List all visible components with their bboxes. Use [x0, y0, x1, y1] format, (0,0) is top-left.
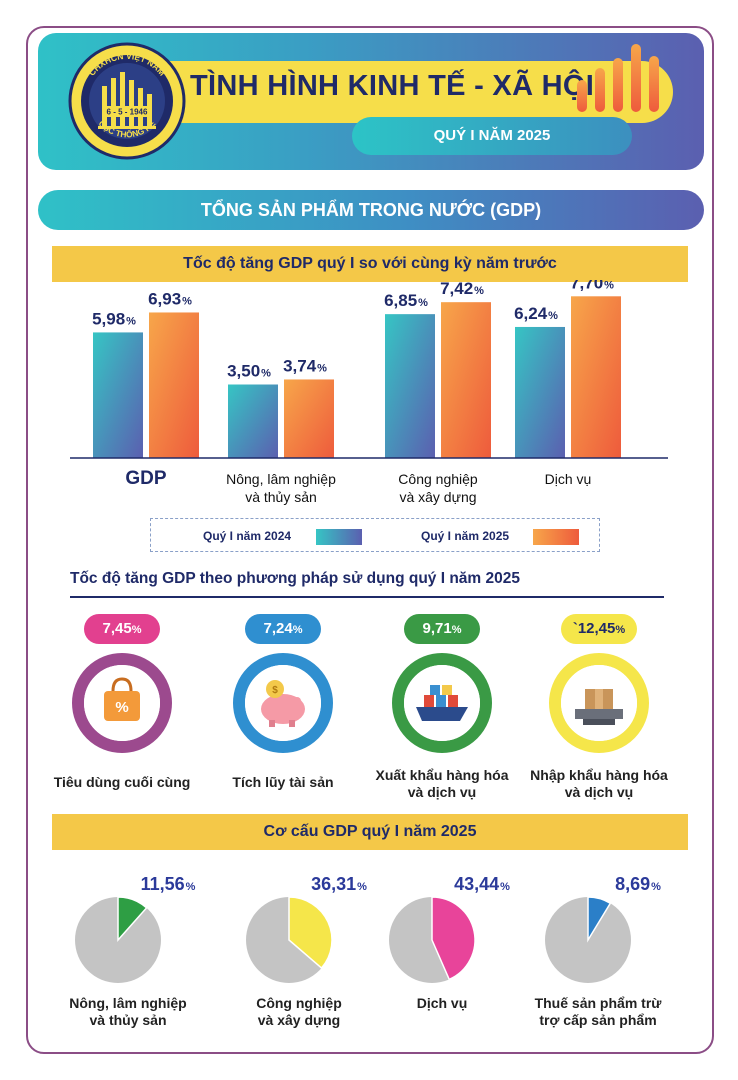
statistics-office-logo: CHXHCN VIỆT NAM CỤC THỐNG KÊ 6 - 5 - 194… [68, 42, 186, 160]
bar-value-label: 6,93% [148, 289, 192, 308]
bar-2024-0 [93, 332, 143, 458]
category-label: GDP [125, 468, 167, 489]
svg-text:%: % [115, 699, 128, 716]
utilization-unit: % [451, 624, 462, 636]
legend-swatch-2024 [316, 529, 362, 545]
pie-category-label: Nông, lâm nghiệp [69, 995, 186, 1011]
utilization-ring [549, 653, 649, 753]
shopping-bag-icon: % [104, 677, 140, 721]
pie-value-label: 36,31% [311, 874, 367, 894]
page-title: TÌNH HÌNH KINH TẾ - XÃ HỘI [190, 70, 595, 102]
utilization-unit: % [615, 624, 626, 636]
bar-2025-2 [441, 302, 491, 458]
utilization-value: 7,24 [263, 620, 293, 637]
scale-box-icon [575, 689, 623, 725]
bar-2025-1 [284, 379, 334, 458]
pie-slice [587, 896, 612, 943]
bar-value-label: 3,74% [283, 356, 327, 375]
logo-date: 6 - 5 - 1946 [107, 108, 148, 117]
piggy-bank-icon: $ [261, 680, 305, 727]
bar-2025-0 [149, 312, 199, 458]
chart-legend: Quý I năm 2024 Quý I năm 2025 [150, 518, 600, 552]
bar-chart-icon [577, 44, 659, 112]
legend-label-2024: Quý I năm 2024 [203, 529, 292, 543]
category-label: và thủy sản [245, 489, 317, 505]
pie-category-label: và xây dựng [258, 1012, 341, 1028]
category-label: Công nghiệp [398, 471, 478, 487]
utilization-value: 7,45 [102, 620, 132, 637]
utilization-label: Tiêu dùng cuối cùng [53, 774, 191, 790]
pie-category-label: Thuế sản phẩm trừ [535, 995, 663, 1011]
category-label: Nông, lâm nghiệp [226, 471, 336, 487]
legend-label-2025: Quý I năm 2025 [421, 529, 510, 543]
bar-value-label: 6,85% [384, 291, 428, 310]
utilization-unit: % [292, 624, 303, 636]
bar-2025-3 [571, 296, 621, 458]
category-label: Dịch vụ [545, 471, 592, 487]
bar-value-label: 3,50% [227, 362, 271, 381]
bar-value-label: 6,24% [514, 304, 558, 323]
pie-slice [431, 896, 476, 981]
utilization-title: Tốc độ tăng GDP theo phương pháp sử dụng… [70, 570, 520, 587]
utilization-value: 9,71 [422, 620, 452, 637]
section-title: TỔNG SẢN PHẨM TRONG NƯỚC (GDP) [38, 190, 704, 230]
utilization-value-badge: 7,45% [84, 614, 160, 644]
legend-swatch-2025 [533, 529, 579, 545]
pie-value-label: 11,56% [141, 874, 196, 894]
svg-text:$: $ [272, 685, 278, 696]
structure-chart-title: Cơ cấu GDP quý I năm 2025 [52, 814, 688, 850]
cargo-ship-icon [416, 685, 468, 721]
utilization-label: Xuất khẩu hàng hóa và dịch vụ [375, 767, 509, 800]
bar-value-label: 5,98% [92, 309, 136, 328]
pie-category-label: Dịch vụ [417, 995, 468, 1011]
bar-value-label: 7,70% [570, 280, 614, 292]
gdp-growth-bar-chart: 5,98% 6,93% 3,50% 3,74% 6,85% 7,42% 6,24% 7,70%… [70, 280, 668, 505]
pie-value-label: 8,69% [615, 874, 661, 894]
utilization-label: Tích lũy tài sản [232, 774, 334, 790]
category-label: và xây dựng [399, 489, 476, 505]
utilization-ring: $ [233, 653, 333, 753]
bar-2024-2 [385, 314, 435, 458]
bar-2024-3 [515, 326, 565, 458]
pie-slice [288, 896, 333, 970]
utilization-unit: % [131, 624, 142, 636]
utilization-value-badge: 7,24% [245, 614, 321, 644]
pie-value-label: 43,44% [454, 874, 510, 894]
utilization-value-badge: 9,71% [404, 614, 480, 644]
pie-slice [117, 896, 148, 942]
pie-category-label: trợ cấp sản phẩm [539, 1012, 656, 1028]
page-subtitle: QUÝ I NĂM 2025 [352, 117, 632, 155]
utilization-divider [70, 596, 664, 598]
bar-value-label: 7,42% [440, 280, 484, 298]
bar-2024-1 [228, 384, 278, 458]
pie-category-label: và thủy sản [89, 1012, 166, 1028]
utilization-ring: % [72, 653, 172, 753]
utilization-value: `12,45 [572, 620, 616, 637]
growth-chart-title: Tốc độ tăng GDP quý I so với cùng kỳ năm… [52, 246, 688, 282]
pie-category-label: Công nghiệp [256, 995, 342, 1011]
utilization-value-badge: `12,45% [561, 614, 637, 644]
utilization-label: Nhập khẩu hàng hóa và dịch vụ [530, 767, 668, 800]
utilization-ring [392, 653, 492, 753]
